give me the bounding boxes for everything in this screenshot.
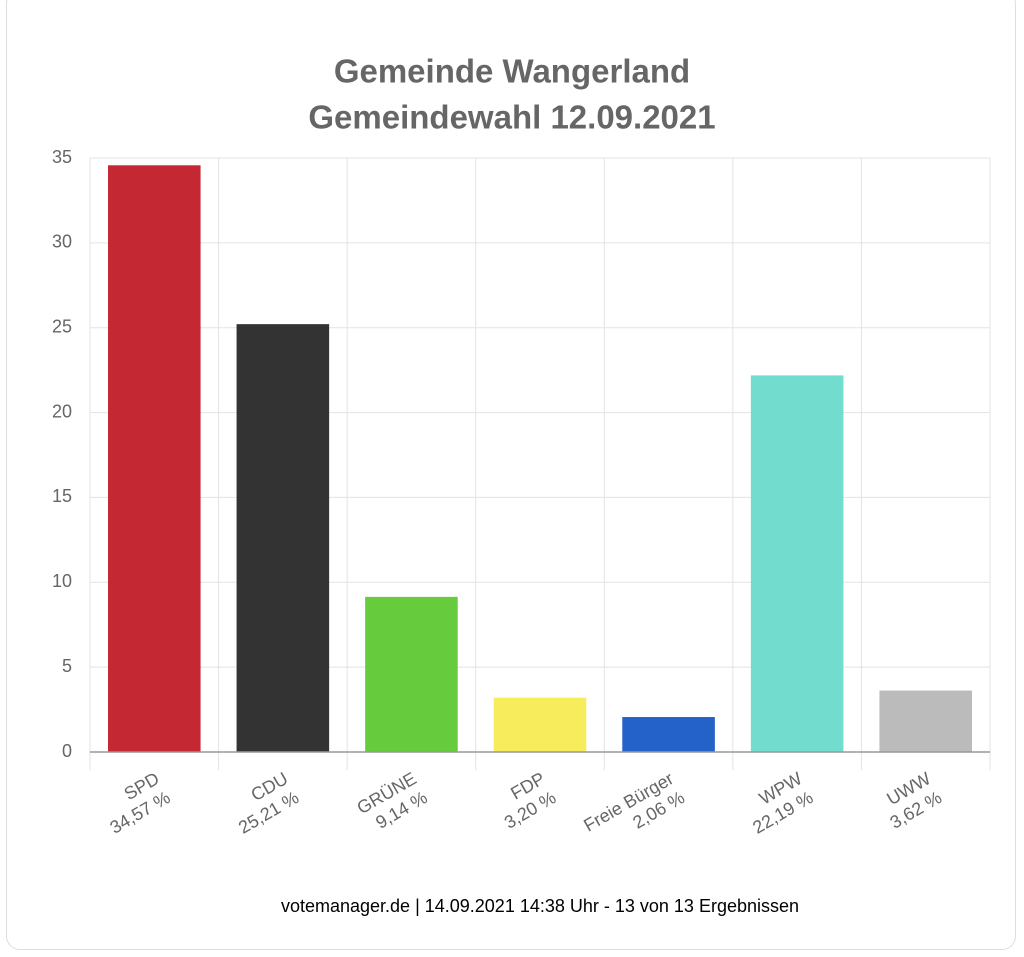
y-tick-label: 0: [62, 741, 72, 761]
y-tick-label: 20: [52, 401, 72, 421]
y-tick-label: 10: [52, 571, 72, 591]
bar: [365, 596, 458, 752]
bar: [622, 717, 715, 752]
bar: [236, 324, 330, 752]
footer: votemanager.de | 14.09.2021 14:38 Uhr - …: [281, 896, 799, 916]
chart-subtitle: Gemeindewahl 12.09.2021: [308, 99, 715, 136]
y-tick-label: 5: [62, 656, 72, 676]
bar: [493, 697, 587, 752]
y-tick-label: 30: [52, 232, 72, 252]
chart-title: Gemeinde Wangerland: [334, 53, 690, 90]
bar: [750, 375, 844, 752]
card: [6, 0, 1016, 950]
y-tick-label: 25: [52, 316, 72, 336]
bar: [879, 690, 972, 752]
y-tick-label: 35: [52, 147, 72, 167]
bar: [108, 165, 201, 752]
y-tick-label: 15: [52, 486, 72, 506]
